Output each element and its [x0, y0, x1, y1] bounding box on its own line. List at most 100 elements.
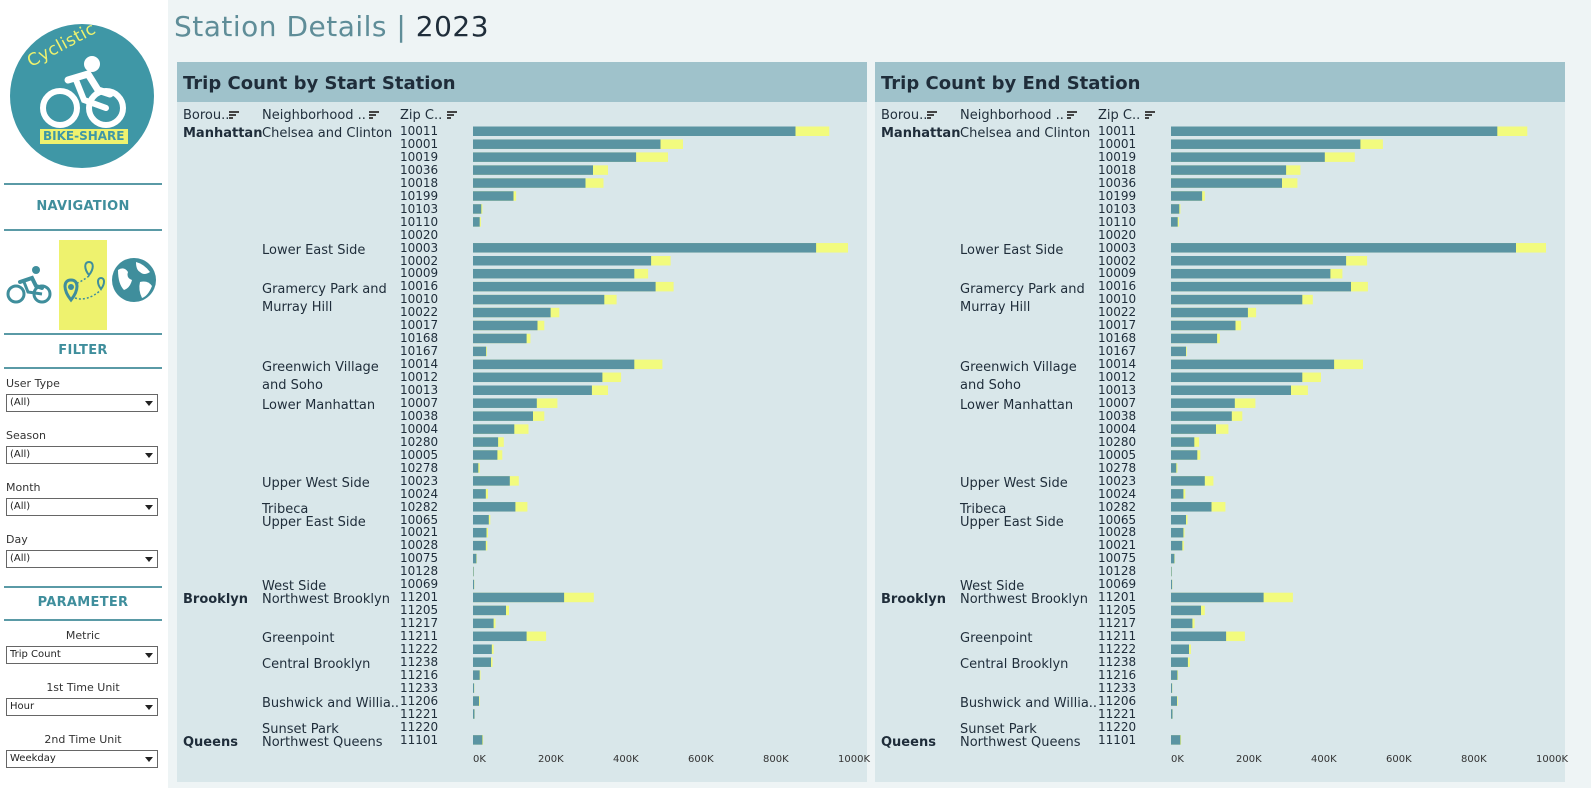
bar-segment-main[interactable]	[1171, 204, 1180, 214]
bar-segment-main[interactable]	[1171, 307, 1248, 318]
bar-segment-main[interactable]	[473, 515, 489, 525]
bar-segment-main[interactable]	[1171, 385, 1291, 396]
sort-icon[interactable]	[447, 111, 459, 121]
bar-segment-main[interactable]	[473, 217, 480, 227]
bar-segment-main[interactable]	[1171, 696, 1177, 706]
bar-segment-main[interactable]	[1171, 735, 1181, 745]
bar-segment-main[interactable]	[1171, 592, 1264, 603]
bar-segment-main[interactable]	[1171, 139, 1361, 149]
bar-segment-main[interactable]	[1171, 424, 1216, 434]
bar-segment-main[interactable]	[473, 359, 635, 370]
bar-segment-main[interactable]	[473, 463, 479, 473]
bar-segment-main[interactable]	[473, 631, 527, 642]
column-header-neighborhood[interactable]: Neighborhood ..	[960, 108, 1064, 123]
bar-segment-main[interactable]	[1171, 437, 1195, 447]
column-header-zip[interactable]: Zip C..	[400, 108, 443, 123]
bar-segment-main[interactable]	[473, 139, 661, 149]
bar-segment-main[interactable]	[1171, 579, 1173, 590]
bar-segment-main[interactable]	[473, 191, 514, 201]
bar-segment-main[interactable]	[473, 333, 527, 344]
bar-segment-main[interactable]	[473, 294, 605, 305]
bar-segment-main[interactable]	[1171, 372, 1303, 383]
bar-segment-main[interactable]	[473, 566, 474, 577]
bar-segment-main[interactable]	[473, 165, 593, 175]
bar-segment-main[interactable]	[473, 411, 533, 421]
bar-segment-main[interactable]	[473, 683, 475, 693]
bar-segment-main[interactable]	[473, 527, 487, 538]
sort-icon[interactable]	[1067, 111, 1079, 121]
bar-segment-main[interactable]	[473, 670, 480, 680]
bar-segment-main[interactable]	[1171, 683, 1173, 693]
bar-segment-main[interactable]	[473, 385, 592, 396]
parameter-dropdown[interactable]: Hour	[6, 698, 158, 716]
bar-segment-main[interactable]	[1171, 178, 1282, 188]
bar-segment-main[interactable]	[473, 450, 498, 460]
bar-segment-main[interactable]	[1171, 631, 1227, 642]
column-header-borough[interactable]: Borou..	[881, 108, 928, 123]
bar-segment-main[interactable]	[1171, 398, 1235, 408]
sort-icon[interactable]	[229, 111, 241, 121]
bar-segment-main[interactable]	[1171, 515, 1186, 525]
bar-segment-main[interactable]	[473, 126, 796, 137]
filter-dropdown[interactable]: (All)	[6, 446, 158, 464]
bar-segment-main[interactable]	[1171, 489, 1184, 499]
bar-segment-main[interactable]	[1171, 463, 1177, 473]
parameter-dropdown[interactable]: Weekday	[6, 750, 158, 768]
bar-segment-main[interactable]	[473, 372, 603, 383]
bar-segment-main[interactable]	[1171, 618, 1193, 629]
bar-segment-main[interactable]	[1171, 709, 1173, 719]
filter-dropdown[interactable]: (All)	[6, 394, 158, 412]
bar-segment-main[interactable]	[1171, 243, 1516, 253]
bar-segment-main[interactable]	[473, 256, 652, 266]
bar-segment-main[interactable]	[473, 437, 499, 447]
bar-segment-main[interactable]	[1171, 256, 1347, 266]
bar-segment-main[interactable]	[473, 424, 515, 434]
bar-segment-main[interactable]	[1171, 320, 1236, 331]
nav-station-details-button[interactable]	[59, 240, 107, 330]
bar-segment-main[interactable]	[1171, 411, 1232, 421]
bar-segment-main[interactable]	[473, 553, 477, 564]
bar-segment-main[interactable]	[1171, 126, 1498, 137]
parameter-dropdown[interactable]: Trip Count	[6, 646, 158, 664]
bar-segment-main[interactable]	[473, 579, 475, 590]
bar-segment-main[interactable]	[473, 152, 637, 162]
bar-segment-main[interactable]	[473, 281, 656, 292]
bar-segment-main[interactable]	[1171, 191, 1203, 201]
bar-segment-main[interactable]	[1171, 644, 1189, 655]
bar-segment-main[interactable]	[1171, 502, 1212, 512]
bar-segment-main[interactable]	[1171, 346, 1186, 357]
sort-icon[interactable]	[927, 111, 939, 121]
bar-segment-main[interactable]	[473, 476, 510, 486]
bar-segment-main[interactable]	[473, 540, 486, 551]
column-header-neighborhood[interactable]: Neighborhood ..	[262, 108, 366, 123]
bar-segment-main[interactable]	[1171, 217, 1178, 227]
bar-segment-main[interactable]	[473, 268, 635, 279]
bar-segment-main[interactable]	[1171, 657, 1188, 667]
bar-segment-main[interactable]	[473, 605, 506, 616]
sort-icon[interactable]	[369, 111, 381, 121]
bar-segment-main[interactable]	[473, 398, 537, 408]
bar-segment-main[interactable]	[473, 618, 494, 629]
column-header-zip[interactable]: Zip C..	[1098, 108, 1141, 123]
bar-segment-main[interactable]	[1171, 527, 1184, 538]
bar-segment-main[interactable]	[473, 346, 487, 357]
bar-segment-main[interactable]	[473, 243, 817, 253]
bar-segment-main[interactable]	[1171, 165, 1287, 175]
bar-segment-main[interactable]	[1171, 281, 1351, 292]
bar-segment-main[interactable]	[1171, 333, 1218, 344]
nav-overview-button[interactable]	[4, 240, 52, 330]
bar-segment-main[interactable]	[473, 592, 565, 603]
bar-segment-main[interactable]	[473, 709, 475, 719]
bar-segment-main[interactable]	[1171, 605, 1201, 616]
bar-segment-main[interactable]	[473, 489, 486, 499]
bar-segment-main[interactable]	[1171, 294, 1303, 305]
bar-segment-main[interactable]	[473, 178, 586, 188]
bar-segment-main[interactable]	[473, 204, 482, 214]
bar-segment-main[interactable]	[1171, 359, 1335, 370]
sort-icon[interactable]	[1145, 111, 1157, 121]
bar-segment-main[interactable]	[473, 735, 483, 745]
bar-segment-main[interactable]	[473, 696, 479, 706]
bar-segment-main[interactable]	[473, 320, 538, 331]
filter-dropdown[interactable]: (All)	[6, 498, 158, 516]
bar-segment-main[interactable]	[1171, 268, 1331, 279]
